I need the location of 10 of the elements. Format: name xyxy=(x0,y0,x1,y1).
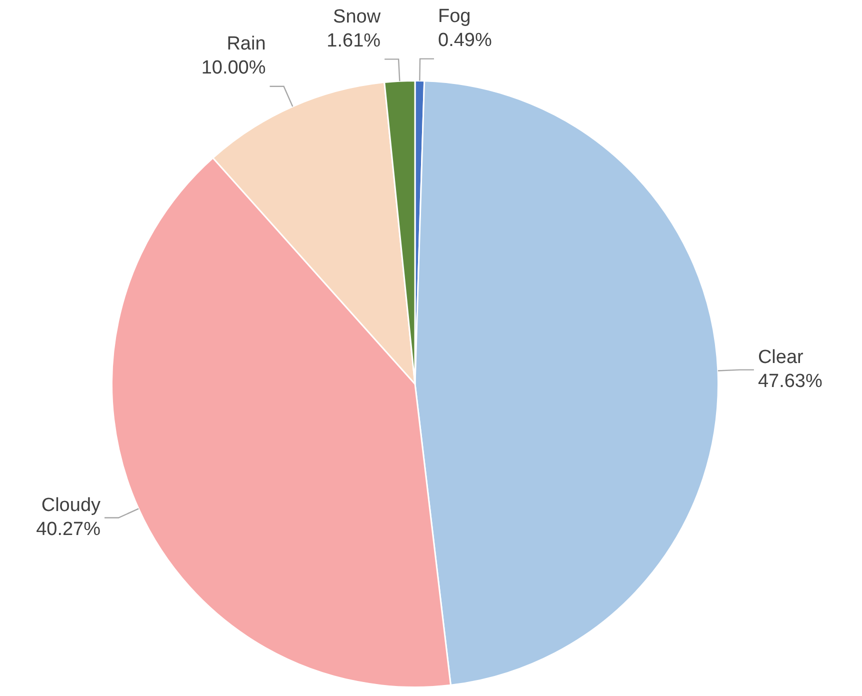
data-label: 1.61% xyxy=(326,30,381,52)
data-label: 0.49% xyxy=(438,30,492,52)
slice-label: Cloudy xyxy=(41,494,102,516)
data-label: 40.27% xyxy=(36,518,101,540)
slice-label: Fog xyxy=(438,6,471,28)
data-label: 10.00% xyxy=(201,58,266,79)
slice-label: Clear xyxy=(758,347,804,368)
slice-label: Snow xyxy=(333,6,381,28)
data-label: 47.63% xyxy=(758,371,822,392)
slice-label: Rain xyxy=(226,34,266,55)
